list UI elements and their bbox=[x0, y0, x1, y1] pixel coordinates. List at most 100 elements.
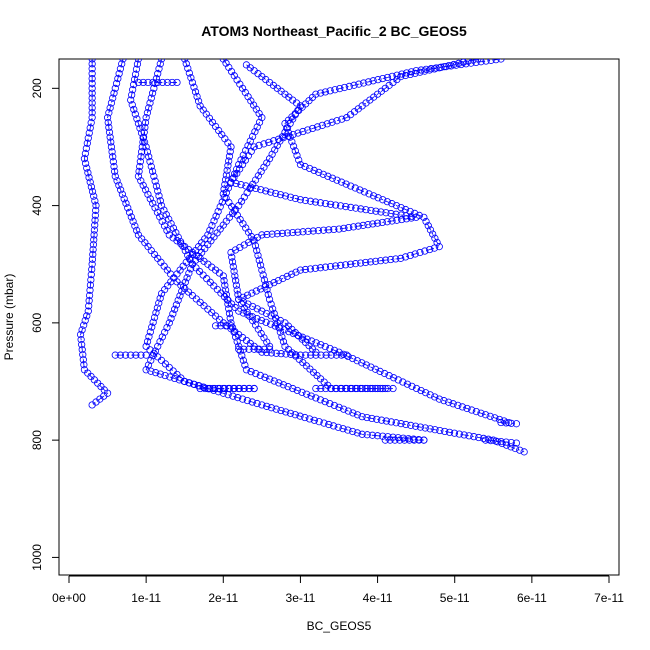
data-point bbox=[78, 341, 86, 349]
data-point bbox=[265, 295, 274, 304]
data-point bbox=[131, 222, 139, 230]
data-point bbox=[299, 228, 307, 236]
data-point bbox=[145, 333, 153, 341]
data-point bbox=[239, 151, 247, 159]
data-point bbox=[321, 342, 329, 351]
data-point bbox=[232, 333, 240, 341]
data-point bbox=[379, 384, 387, 393]
data-point bbox=[265, 345, 274, 353]
data-point bbox=[152, 182, 161, 190]
data-point bbox=[296, 266, 305, 274]
data-point bbox=[498, 439, 506, 448]
data-point bbox=[416, 248, 424, 257]
data-point bbox=[296, 351, 305, 359]
data-point bbox=[291, 194, 300, 203]
data-point bbox=[271, 146, 279, 154]
data-point bbox=[149, 199, 157, 207]
data-point bbox=[151, 347, 159, 355]
data-point bbox=[230, 384, 239, 393]
data-point bbox=[180, 377, 188, 385]
data-point bbox=[88, 114, 96, 122]
data-point bbox=[422, 65, 430, 73]
data-point bbox=[316, 199, 325, 207]
data-point bbox=[83, 139, 91, 147]
data-point bbox=[89, 245, 97, 254]
data-point bbox=[175, 376, 183, 384]
data-point bbox=[109, 158, 117, 166]
data-point bbox=[380, 369, 389, 378]
data-point bbox=[195, 97, 203, 105]
data-point bbox=[225, 157, 233, 165]
series-4 bbox=[181, 59, 397, 393]
data-point bbox=[78, 346, 86, 354]
data-point bbox=[267, 300, 275, 308]
data-point bbox=[336, 84, 344, 93]
data-point bbox=[243, 396, 251, 405]
data-point bbox=[163, 78, 171, 87]
data-point bbox=[136, 124, 144, 132]
series-line bbox=[500, 422, 517, 425]
data-point bbox=[422, 217, 430, 226]
data-point bbox=[86, 281, 95, 289]
data-point bbox=[111, 172, 119, 180]
data-point bbox=[253, 305, 261, 313]
data-point bbox=[160, 222, 169, 230]
data-point bbox=[304, 227, 312, 235]
data-point bbox=[410, 436, 418, 444]
data-point bbox=[345, 223, 353, 232]
data-point bbox=[145, 104, 153, 112]
data-point bbox=[188, 78, 197, 87]
series-13 bbox=[235, 345, 274, 353]
data-point bbox=[81, 316, 89, 325]
data-point bbox=[147, 356, 155, 364]
data-point bbox=[286, 409, 295, 417]
data-point bbox=[454, 401, 462, 409]
data-point bbox=[258, 307, 266, 315]
data-point bbox=[81, 159, 90, 167]
data-point bbox=[333, 176, 341, 184]
data-point bbox=[354, 222, 362, 230]
data-point bbox=[294, 129, 302, 137]
data-point bbox=[367, 363, 375, 371]
data-point bbox=[270, 279, 278, 287]
data-point bbox=[281, 119, 289, 128]
data-point bbox=[270, 137, 278, 145]
series-line bbox=[80, 59, 109, 406]
data-point bbox=[239, 309, 247, 317]
data-point bbox=[232, 277, 240, 285]
data-point bbox=[248, 289, 256, 297]
data-point bbox=[298, 388, 306, 396]
data-point bbox=[268, 150, 276, 158]
data-point bbox=[222, 171, 230, 179]
data-point bbox=[378, 218, 386, 227]
data-point bbox=[157, 289, 166, 298]
data-point bbox=[377, 416, 386, 424]
data-point bbox=[141, 123, 149, 132]
data-point bbox=[394, 376, 402, 384]
data-point bbox=[261, 283, 269, 291]
data-point bbox=[326, 399, 334, 408]
data-point bbox=[369, 192, 378, 200]
data-point bbox=[220, 193, 228, 201]
data-point bbox=[88, 70, 96, 78]
data-point bbox=[243, 291, 252, 299]
data-point bbox=[492, 437, 500, 445]
data-point bbox=[133, 226, 141, 234]
data-point bbox=[455, 430, 463, 438]
data-point bbox=[348, 427, 357, 436]
data-point bbox=[454, 59, 463, 67]
data-point bbox=[279, 274, 287, 283]
data-point bbox=[350, 81, 358, 89]
data-point bbox=[150, 172, 158, 180]
data-point bbox=[328, 174, 337, 182]
data-point bbox=[206, 226, 214, 234]
data-point bbox=[193, 92, 201, 101]
data-point bbox=[158, 217, 166, 225]
data-point bbox=[110, 162, 118, 171]
data-point bbox=[265, 138, 273, 146]
data-point bbox=[228, 258, 237, 266]
data-point bbox=[373, 432, 382, 440]
data-point bbox=[136, 158, 144, 166]
data-point bbox=[283, 124, 291, 132]
data-point bbox=[305, 164, 314, 173]
